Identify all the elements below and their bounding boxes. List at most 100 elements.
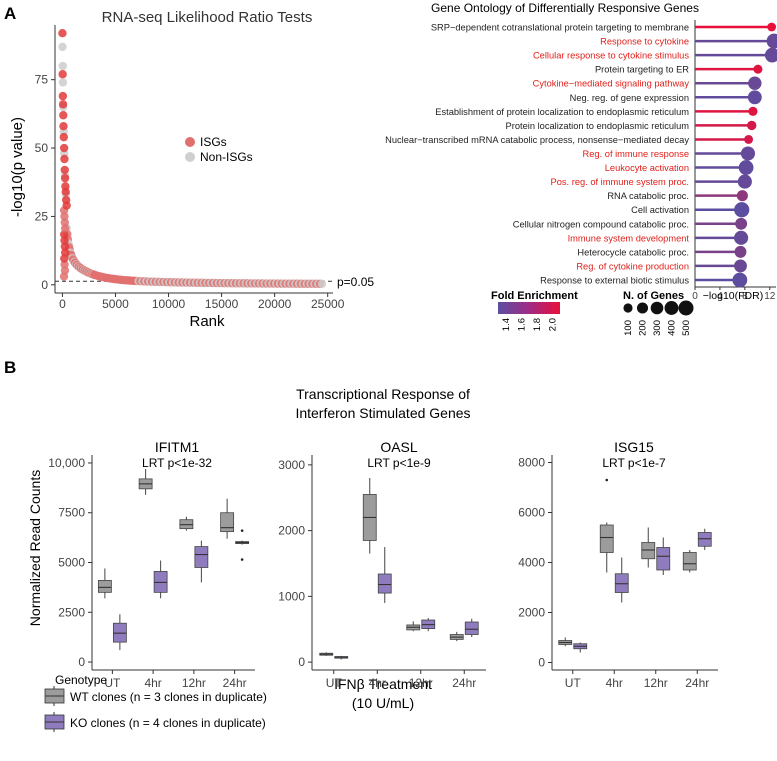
legend-isg-label: ISGs: [200, 135, 227, 149]
go-term-label: Response to external biotic stimulus: [540, 275, 689, 285]
go-term-label: Immune system development: [568, 233, 690, 243]
isg-point: [59, 121, 68, 131]
genotype-legend: Genotype WT clones (n = 3 clones in dupl…: [44, 673, 267, 732]
box-y-tick-label: 7500: [58, 506, 85, 520]
isg-point: [60, 165, 69, 175]
scatter-ylabel: -log10(p value): [9, 117, 26, 217]
box-iqr: [377, 573, 392, 594]
go-term-dot: [764, 47, 777, 63]
go-xlabel: −log10(FDR): [703, 290, 763, 302]
legend-non-isg-marker: [185, 152, 195, 162]
legend-ko-label: KO clones (n = 4 clones in duplicate): [70, 716, 266, 730]
isg-point: [59, 111, 68, 120]
box-x-tick-label: 12hr: [182, 676, 206, 690]
gene-lrt-label: LRT p<1e-7: [602, 456, 666, 470]
box-iqr: [641, 542, 656, 560]
panel-b-xlabel-line1: IFNβ Treatment: [334, 676, 432, 692]
isg-point: [62, 201, 71, 210]
go-term-dot: [748, 106, 758, 116]
box-y-tick-label: 2500: [58, 605, 85, 619]
box-y-tick-label: 8000: [518, 456, 545, 470]
enrichment-tick-label: 1.6: [516, 318, 527, 331]
panel-b-ylabel: Normalized Read Counts: [27, 470, 43, 626]
legend-wt-label: WT clones (n = 3 clones in duplicate): [70, 690, 267, 704]
box-y-tick-label: 2000: [278, 524, 305, 538]
box-iqr: [220, 512, 235, 533]
go-x-tick-label: 4: [717, 291, 723, 302]
go-term-label: SRP−dependent cotranslational protein ta…: [431, 23, 689, 33]
go-x-tick-label: 12: [764, 291, 776, 302]
isg-point: [60, 224, 70, 233]
go-term-dot: [747, 120, 757, 131]
go-term-label: Establishment of protein localization to…: [435, 107, 689, 117]
go-term-label: Protein localization to endoplasmic reti…: [506, 121, 690, 131]
box-iqr: [614, 573, 629, 593]
isg-point: [60, 260, 69, 269]
go-x-tick-label: 8: [742, 291, 748, 302]
go-term-label: Pos. reg. of immune system proc.: [551, 177, 689, 187]
go-term-dot: [734, 202, 750, 218]
fold-enrichment-title: Fold Enrichment: [491, 290, 578, 302]
n-genes-legend-label: 500: [681, 320, 692, 336]
box-iqr: [464, 621, 479, 635]
box-x-tick-label: 4hr: [606, 676, 623, 690]
n-genes-legend-dot: [664, 301, 679, 315]
n-genes-legend-label: 100: [623, 320, 634, 336]
panel-label-b: B: [4, 358, 16, 377]
box-iqr: [599, 524, 614, 553]
box-x-tick-label: UT: [565, 676, 582, 690]
n-genes-legend-dot: [650, 301, 664, 315]
go-term-dot: [748, 76, 762, 90]
box-iqr: [194, 546, 209, 568]
scatter-x-tick-label: 10000: [152, 297, 186, 311]
go-term-label: Heterocycle catabolic proc.: [577, 247, 689, 257]
go-lollipop-chart: Gene Ontology of Differentially Responsi…: [385, 1, 777, 336]
gene-title: IFITM1: [155, 439, 200, 455]
box-x-tick-label: 24hr: [685, 676, 709, 690]
go-term-label: RNA catabolic proc.: [607, 191, 689, 201]
go-term-dot: [738, 160, 754, 175]
isg-point: [59, 143, 69, 153]
box-x-tick-label: UT: [104, 676, 121, 690]
isg-point: [60, 218, 69, 227]
scatter-xlabel: Rank: [189, 313, 225, 330]
box-iqr: [656, 547, 671, 571]
box-outlier: [240, 558, 244, 561]
box-y-tick-label: 0: [78, 655, 85, 669]
box-y-tick-label: 2000: [518, 606, 545, 620]
go-term-dot: [734, 259, 747, 273]
go-term-label: Cell activation: [631, 205, 689, 215]
isg-point: [61, 248, 70, 257]
panel-b-title-line2: Interferon Stimulated Genes: [295, 405, 470, 421]
go-term-dot: [740, 146, 756, 161]
box-y-tick-label: 0: [538, 656, 545, 670]
n-genes-legend-label: 400: [667, 320, 678, 336]
scatter-y-tick-label: 75: [35, 73, 49, 87]
go-term-dot: [747, 90, 762, 105]
box-x-tick-label: 24hr: [452, 676, 476, 690]
box-iqr: [697, 532, 712, 547]
scatter-y-tick-label: 0: [41, 278, 48, 292]
box-iqr: [682, 552, 697, 571]
enrichment-tick-label: 1.4: [501, 318, 512, 331]
isg-point: [58, 70, 67, 79]
box-y-tick-label: 4000: [518, 556, 545, 570]
go-term-label: Cellular response to cytokine stimulus: [533, 51, 689, 61]
non-isg-point: [58, 61, 67, 71]
box-x-tick-label: 4hr: [369, 676, 386, 690]
gene-lrt-label: LRT p<1e-9: [367, 456, 431, 470]
scatter-x-tick-label: 20000: [258, 297, 292, 311]
box-y-tick-label: 0: [298, 655, 305, 669]
go-term-label: Neg. reg. of gene expression: [570, 93, 689, 103]
scatter-y-tick-label: 25: [35, 209, 49, 223]
box-iqr: [97, 580, 112, 593]
scatter-title: RNA-seq Likelihood Ratio Tests: [102, 9, 313, 26]
isg-point: [58, 91, 68, 101]
go-term-label: Protein targeting to ER: [595, 65, 689, 75]
legend-isg-marker: [185, 137, 195, 147]
box-outlier: [605, 478, 609, 482]
go-term-label: Response to cytokine: [600, 37, 689, 47]
box-x-tick-label: 12hr: [409, 676, 433, 690]
